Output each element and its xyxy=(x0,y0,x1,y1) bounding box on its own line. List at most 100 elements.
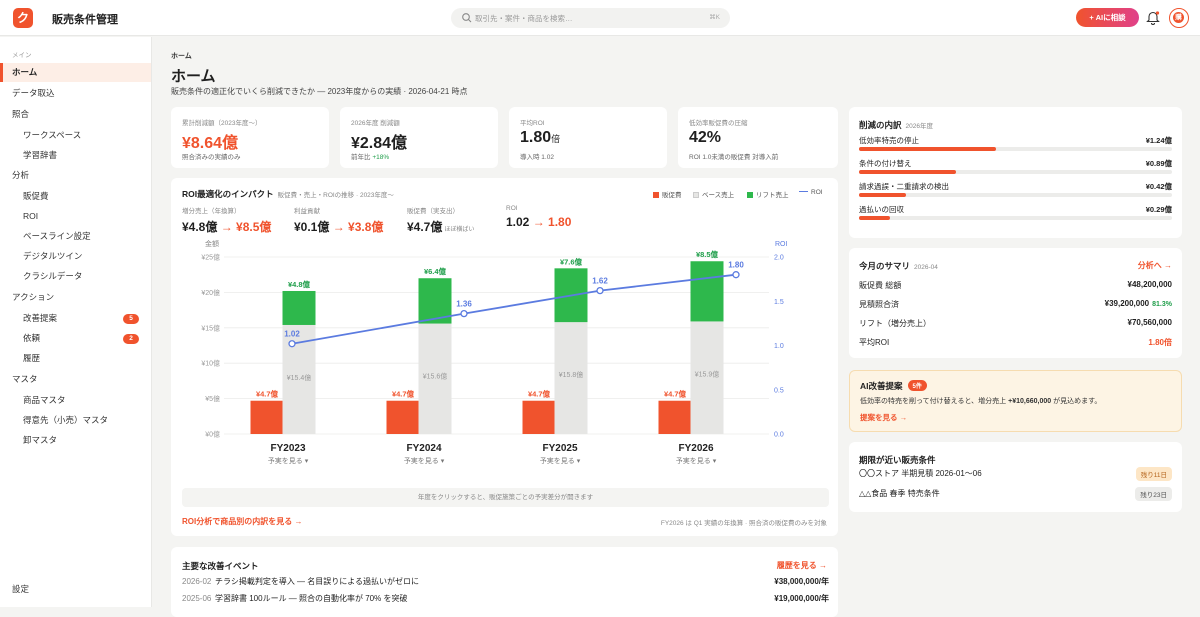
kpi-value-number: 1.80 xyxy=(520,129,552,146)
search-box[interactable]: ⌘K xyxy=(451,8,730,28)
history-link[interactable]: 履歴を見る → xyxy=(776,561,827,570)
ai-consult-button[interactable]: + AIに相談 xyxy=(1076,8,1139,27)
y2-tick-label: 0.5 xyxy=(774,387,784,394)
sidebar-item-dictionary[interactable]: 学習辞書 xyxy=(0,146,151,165)
metric-from: ¥4.7億 xyxy=(407,220,443,234)
kpi-label: 累計削減額（2023年度〜） xyxy=(182,120,262,127)
kpi-note-value: +18% xyxy=(372,154,390,161)
breakdown-value: ¥0.42億 xyxy=(1145,182,1172,191)
sidebar-section-label: マスタ xyxy=(12,374,38,384)
view-suggestion-link[interactable]: 提案を見る → xyxy=(860,413,908,422)
y2-tick-label: 1.0 xyxy=(774,343,784,350)
y-tick-label: ¥15億 xyxy=(201,323,220,332)
breakdown-value: ¥0.29億 xyxy=(1145,205,1172,214)
event-text: 学習辞書 100ルール — 照合の自動化率が 70% を突破 xyxy=(215,594,408,603)
sidebar-item-settings[interactable]: 設定 xyxy=(0,580,151,599)
sidebar-item-product-master[interactable]: 商品マスタ xyxy=(0,391,151,410)
sidebar-item-wholesaler-master[interactable]: 卸マスタ xyxy=(0,431,151,450)
list-item[interactable]: △△食品 春季 特売条件 残り23日 xyxy=(859,487,1172,501)
legend-line xyxy=(799,190,808,192)
ai-body-suffix: が見込めます。 xyxy=(1053,398,1102,405)
search-input[interactable] xyxy=(475,10,695,26)
sidebar-item-label: 学習辞書 xyxy=(23,150,58,160)
page-title: ホーム xyxy=(171,68,216,85)
bar-lift xyxy=(282,290,316,325)
roi-point xyxy=(460,309,468,318)
kpi-note: ROI 1.0未満の販促費 対導入前 xyxy=(689,154,779,161)
user-avatar[interactable]: 購 xyxy=(1169,8,1189,28)
legend-item-roi: ROI xyxy=(799,189,823,196)
sidebar-item-digital-twin[interactable]: デジタルツイン xyxy=(0,247,151,266)
x-tick-label: FY2023 xyxy=(270,443,305,454)
app-title: 販売条件管理 xyxy=(52,14,118,26)
event-date: 2026-02 xyxy=(182,577,212,586)
y-tick-label: ¥20億 xyxy=(201,288,220,297)
y-tick-label: ¥25億 xyxy=(201,253,220,262)
sidebar-section-label: 分析 xyxy=(12,170,30,180)
sidebar-item-workspace[interactable]: ワークスペース xyxy=(0,126,151,145)
y2-tick-label: 2.0 xyxy=(774,255,784,262)
sidebar-item-promo-cost[interactable]: 販促費 xyxy=(0,187,151,206)
sidebar-section-master: マスタ xyxy=(0,370,151,389)
metric-label: 販促費（実支出） xyxy=(407,208,459,215)
breakdown-label: 過払いの回収 xyxy=(859,205,904,214)
sidebar-section-label: アクション xyxy=(12,292,55,302)
metric-value: 1.02 → 1.80 xyxy=(506,215,571,229)
arrow-right-icon: → xyxy=(220,220,233,234)
sidebar-item-home[interactable]: ホーム xyxy=(0,63,151,82)
bell-icon[interactable] xyxy=(1146,10,1160,25)
ai-suggestion-title-text: AI改善提案 xyxy=(860,381,903,391)
breakdown-label: 低効率特売の停止 xyxy=(859,136,919,145)
summary-value: 1.80倍 xyxy=(1148,338,1172,347)
list-item[interactable]: 2025-06 学習辞書 100ルール — 照合の自動化率が 70% を突破 ¥19… xyxy=(182,593,829,604)
sidebar-item-baseline[interactable]: ベースライン設定 xyxy=(0,227,151,246)
avatar-initial: 購 xyxy=(1173,12,1184,23)
bar-base xyxy=(690,321,724,434)
kpi-card-cumulative: 累計削減額（2023年度〜） ¥8.64億 照合済みの実績のみ xyxy=(171,107,329,168)
bar-base xyxy=(418,323,452,434)
count-badge: 5 xyxy=(123,314,139,324)
count-badge: 2 xyxy=(123,334,139,344)
bar-label-promo: ¥4.7億 xyxy=(256,389,279,399)
legend-label: ROI xyxy=(811,189,823,196)
sidebar-item-retailer-master[interactable]: 得意先（小売）マスタ xyxy=(0,411,151,430)
kpi-value: 1.80倍 xyxy=(520,129,560,147)
bar-label-base: ¥15.6億 xyxy=(423,372,448,381)
kpi-card-avg-roi: 平均ROI 1.80倍 導入時 1.02 xyxy=(509,107,667,168)
sidebar-item-roi[interactable]: ROI xyxy=(0,207,151,226)
analysis-link[interactable]: 分析へ → xyxy=(1137,261,1172,270)
bar-label-lift: ¥7.6億 xyxy=(560,256,583,266)
sidebar-section-matching: 照合 xyxy=(0,105,151,124)
sidebar-item-history[interactable]: 履歴 xyxy=(0,349,151,368)
app-logo[interactable]: ク xyxy=(13,8,33,28)
sidebar-item-label: ROI xyxy=(23,211,39,221)
metric-value: ¥4.8億 → ¥8.5億 xyxy=(182,218,271,235)
breakdown-row: 請求過誤・二重請求の検出 ¥0.42億 xyxy=(859,181,1172,192)
bar-label-promo: ¥4.7億 xyxy=(664,389,687,399)
kpi-note: 導入時 1.02 xyxy=(520,154,554,161)
bar-label-promo: ¥4.7億 xyxy=(392,389,415,399)
sidebar-item-label: 卸マスタ xyxy=(23,435,58,445)
breakdown-bar xyxy=(859,147,1172,151)
sidebar-item-label: 依頼 xyxy=(23,333,41,343)
summary-value-pct: 81.3% xyxy=(1152,301,1172,308)
roi-point xyxy=(732,271,740,279)
x-tick-sublabel: 予実を見る ▾ xyxy=(540,456,581,465)
list-item[interactable]: 2026-02 チラシ掲載判定を導入 — 名目誤りによる過払いがゼロに ¥38,00… xyxy=(182,576,829,587)
sidebar-item-kurashiru-data[interactable]: クラシルデータ xyxy=(0,267,151,286)
list-item[interactable]: 〇〇ストア 半期見積 2026-01〜06 残り11日 xyxy=(859,467,1172,481)
summary-title: 今月のサマリ 2026-04 xyxy=(859,260,938,272)
metric-from: 1.02 xyxy=(506,215,530,229)
sidebar-item-label: 商品マスタ xyxy=(23,395,66,405)
bar-lift xyxy=(690,261,724,322)
roi-point-label: 1.36 xyxy=(456,300,472,309)
kpi-value: ¥2.84億 xyxy=(351,135,408,152)
sidebar-item-request[interactable]: 依頼 2 xyxy=(0,329,151,348)
sidebar-item-label: 履歴 xyxy=(23,353,41,363)
summary-value-amount: ¥39,200,000 xyxy=(1104,299,1150,308)
breakdown-bar-fill xyxy=(859,193,906,197)
summary-label: 見積照合済 xyxy=(859,300,899,309)
roi-analysis-link[interactable]: ROI分析で商品別の内訳を見る → xyxy=(182,517,303,526)
sidebar-item-improvement[interactable]: 改善提案 5 xyxy=(0,309,151,328)
sidebar-item-data-import[interactable]: データ取込 xyxy=(0,84,151,103)
